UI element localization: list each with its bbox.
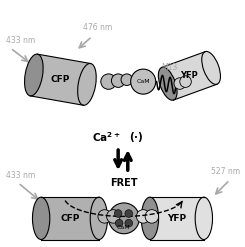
Circle shape — [121, 74, 133, 85]
Ellipse shape — [33, 197, 50, 240]
Circle shape — [98, 210, 111, 223]
Circle shape — [174, 78, 185, 89]
Circle shape — [107, 210, 120, 223]
Bar — [30, 54, 91, 105]
Text: CFP: CFP — [51, 75, 70, 84]
Text: $\mathbf{Ca^{2+}}$: $\mathbf{Ca^{2+}}$ — [92, 131, 121, 144]
Circle shape — [114, 210, 122, 217]
Circle shape — [111, 74, 125, 87]
Text: 433 nm: 433 nm — [5, 36, 35, 45]
Text: 476 nm: 476 nm — [83, 22, 112, 32]
Ellipse shape — [158, 67, 177, 100]
Circle shape — [109, 203, 139, 234]
Text: FRET: FRET — [110, 178, 138, 187]
Text: M13: M13 — [161, 63, 177, 72]
Ellipse shape — [90, 197, 108, 240]
Ellipse shape — [24, 54, 43, 96]
Text: YFP: YFP — [167, 214, 186, 223]
Text: CaM: CaM — [117, 225, 131, 229]
Circle shape — [115, 219, 123, 227]
Circle shape — [145, 210, 159, 223]
Text: 433 nm: 433 nm — [5, 171, 35, 180]
Ellipse shape — [78, 63, 96, 105]
Circle shape — [136, 210, 150, 223]
Circle shape — [180, 76, 191, 87]
Bar — [41, 197, 99, 240]
Circle shape — [101, 74, 116, 89]
Text: 527 nm: 527 nm — [211, 167, 240, 176]
Bar — [162, 52, 217, 100]
Bar — [150, 197, 204, 240]
Text: $\mathbf{(\bullet)}$: $\mathbf{(\bullet)}$ — [129, 130, 143, 144]
Ellipse shape — [195, 197, 212, 240]
Ellipse shape — [202, 51, 220, 84]
Circle shape — [125, 210, 133, 217]
Circle shape — [125, 219, 133, 227]
Circle shape — [131, 69, 156, 94]
Ellipse shape — [141, 197, 159, 240]
Text: CFP: CFP — [60, 214, 80, 223]
Text: CaM: CaM — [136, 79, 150, 84]
Text: YFP: YFP — [181, 71, 198, 80]
